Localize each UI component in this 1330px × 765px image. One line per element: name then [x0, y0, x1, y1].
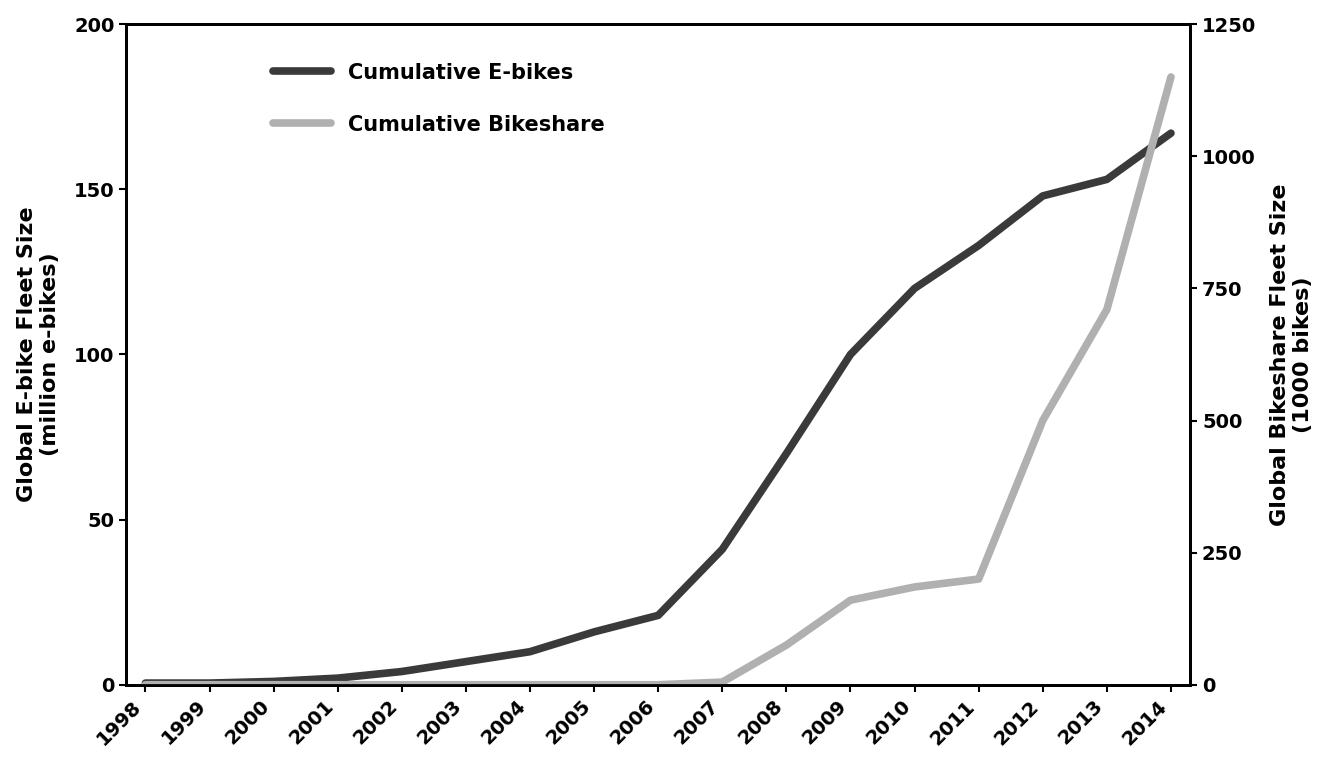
- Y-axis label: Global E-bike Fleet Size
(million e-bikes): Global E-bike Fleet Size (million e-bike…: [17, 207, 60, 503]
- Cumulative Bikeshare: [394, 680, 410, 689]
- Cumulative E-bikes: [521, 647, 537, 656]
- Line: Cumulative Bikeshare: Cumulative Bikeshare: [145, 77, 1170, 685]
- Cumulative E-bikes: [778, 449, 794, 458]
- Cumulative Bikeshare: [650, 680, 666, 689]
- Cumulative Bikeshare: [587, 680, 602, 689]
- Cumulative E-bikes: [842, 350, 858, 359]
- Cumulative E-bikes: [1162, 129, 1178, 138]
- Cumulative E-bikes: [266, 677, 282, 686]
- Cumulative Bikeshare: [1162, 73, 1178, 82]
- Cumulative Bikeshare: [202, 680, 218, 689]
- Legend: Cumulative E-bikes, Cumulative Bikeshare: Cumulative E-bikes, Cumulative Bikeshare: [265, 54, 613, 143]
- Cumulative E-bikes: [394, 667, 410, 676]
- Cumulative E-bikes: [202, 679, 218, 688]
- Cumulative E-bikes: [714, 545, 730, 554]
- Cumulative E-bikes: [587, 627, 602, 636]
- Cumulative Bikeshare: [266, 680, 282, 689]
- Cumulative Bikeshare: [521, 680, 537, 689]
- Cumulative Bikeshare: [778, 640, 794, 649]
- Cumulative Bikeshare: [458, 680, 473, 689]
- Cumulative E-bikes: [137, 679, 153, 688]
- Cumulative E-bikes: [458, 657, 473, 666]
- Cumulative E-bikes: [330, 673, 346, 682]
- Cumulative Bikeshare: [330, 680, 346, 689]
- Line: Cumulative E-bikes: Cumulative E-bikes: [145, 133, 1170, 683]
- Cumulative E-bikes: [907, 284, 923, 293]
- Cumulative Bikeshare: [971, 575, 987, 584]
- Cumulative E-bikes: [650, 610, 666, 620]
- Cumulative Bikeshare: [842, 596, 858, 605]
- Cumulative E-bikes: [971, 241, 987, 250]
- Cumulative Bikeshare: [1099, 305, 1115, 314]
- Y-axis label: Global Bikeshare Fleet Size
(1000 bikes): Global Bikeshare Fleet Size (1000 bikes): [1270, 183, 1313, 526]
- Cumulative Bikeshare: [137, 680, 153, 689]
- Cumulative Bikeshare: [1035, 416, 1051, 425]
- Cumulative Bikeshare: [714, 678, 730, 687]
- Cumulative E-bikes: [1035, 191, 1051, 200]
- Cumulative E-bikes: [1099, 175, 1115, 184]
- Cumulative Bikeshare: [907, 582, 923, 591]
